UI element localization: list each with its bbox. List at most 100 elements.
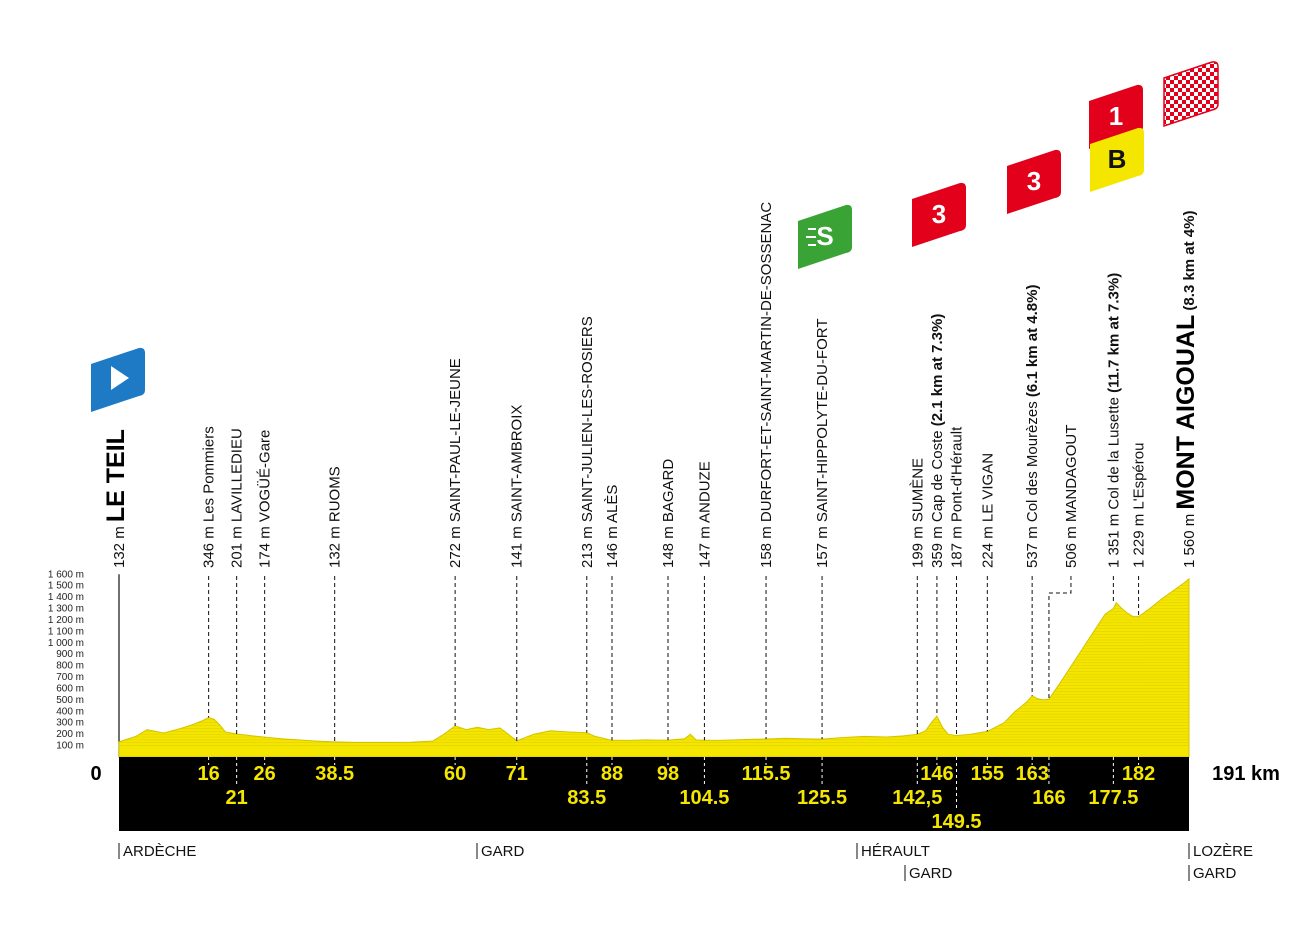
km-label: 115.5: [742, 763, 791, 785]
climb-category-marker-text: 3: [1027, 166, 1041, 196]
waypoint-name: LE VIGAN: [979, 453, 996, 522]
waypoint-name: SUMÈNE: [909, 458, 926, 522]
waypoint-altitude: 346 m: [201, 522, 218, 568]
finish-flag-marker: [1163, 61, 1219, 128]
waypoint-climb-stats: (6.1 km at 4.8%): [1024, 285, 1041, 402]
waypoint-label: 146 m ALÈS: [604, 485, 621, 568]
waypoint-label: 272 m SAINT-PAUL-LE-JEUNE: [447, 358, 464, 568]
climb-category-marker-shape: [912, 182, 966, 247]
sprint-marker-shape: [798, 204, 852, 269]
y-tick-label: 400 m: [56, 706, 84, 717]
km-label: 149.5: [931, 811, 981, 833]
department-label: GARD: [909, 865, 953, 882]
waypoint-name: ANDUZE: [696, 461, 713, 523]
waypoint-label: 359 m Cap de Coste (2.1 km at 7.3%): [929, 314, 946, 568]
y-tick-label: 1 100 m: [48, 626, 84, 637]
y-tick-label: 200 m: [56, 729, 84, 740]
y-tick-label: 1 200 m: [48, 615, 84, 626]
climb-category-marker-text: 1: [1109, 101, 1123, 131]
y-tick-label: 900 m: [56, 649, 84, 660]
waypoint-name: VOGÜÉ-Gare: [256, 430, 274, 523]
waypoint-name: RUOMS: [327, 466, 344, 522]
waypoint-label: 174 m VOGÜÉ-Gare: [256, 430, 274, 568]
km-band: 0 191 km: [90, 757, 1280, 831]
waypoint-altitude: 174 m: [257, 522, 274, 568]
waypoint-name: Les Pommiers: [201, 426, 218, 522]
start-triangle-icon: [111, 366, 129, 390]
waypoint-altitude: 359 m: [929, 522, 946, 568]
waypoint-label: 141 m SAINT-AMBROIX: [509, 405, 526, 568]
climb-category-marker: 3: [1007, 149, 1061, 214]
sprint-marker-text: S: [816, 221, 833, 251]
y-tick-label: 600 m: [56, 683, 84, 694]
km-label: 38.5: [315, 763, 354, 785]
waypoint-altitude: 1 229 m: [1131, 510, 1148, 568]
waypoint-name: Pont-d'Hérault: [949, 426, 966, 522]
speed-lines-icon: [806, 228, 816, 246]
y-tick-label: 1 500 m: [48, 581, 84, 592]
waypoint-label: 132 m RUOMS: [327, 466, 344, 568]
y-tick-label: 1 400 m: [48, 592, 84, 603]
y-tick-label: 500 m: [56, 695, 84, 706]
km-label: 166: [1032, 787, 1065, 809]
waypoint-altitude: 147 m: [696, 523, 713, 568]
end-km-label: 191 km: [1212, 763, 1280, 785]
finish-flag-marker-shape: [1163, 61, 1219, 128]
waypoint-name: LAVILLEDIEU: [229, 428, 246, 522]
elevation-profile: [118, 577, 1190, 758]
waypoint-altitude: 132 m: [327, 522, 344, 568]
waypoint-name: BAGARD: [660, 459, 677, 523]
km-label: 98: [657, 763, 679, 785]
waypoint-climb-stats: (11.7 km at 7.3%): [1105, 273, 1122, 397]
km-label: 21: [226, 787, 248, 809]
km-label: 177.5: [1088, 787, 1138, 809]
waypoint-altitude: 1 560 m: [1181, 510, 1198, 568]
waypoint-label: 158 m DURFORT-ET-SAINT-MARTIN-DE-SOSSENA…: [758, 202, 775, 568]
department-label: ARDÈCHE: [123, 843, 196, 860]
waypoint-label: 1 560 m MONT AIGOUAL (8.3 km at 4%): [1172, 211, 1200, 568]
waypoint-name: Cap de Coste: [929, 430, 946, 522]
waypoint-label: 1 229 m L'Espérou: [1131, 443, 1148, 568]
waypoint-climb-stats: (8.3 km at 4%): [1181, 211, 1198, 315]
climb-category-marker: 3: [912, 182, 966, 247]
waypoint-altitude: 158 m: [758, 522, 775, 568]
waypoint-name: LE TEIL: [102, 429, 130, 522]
waypoint-name: SAINT-HIPPOLYTE-DU-FORT: [814, 319, 831, 523]
y-tick-label: 700 m: [56, 672, 84, 683]
waypoint-altitude: 148 m: [660, 522, 677, 568]
waypoint-name: MANDAGOUT: [1063, 425, 1080, 523]
waypoint-altitude: 201 m: [229, 522, 246, 568]
route-markers: S 3 3 1 B: [91, 61, 1219, 412]
km-label: 104.5: [679, 787, 729, 809]
y-tick-label: 1 300 m: [48, 604, 84, 615]
waypoint-altitude: 213 m: [579, 522, 596, 568]
climb-category-marker-text: 3: [932, 199, 946, 229]
elevation-area: [118, 577, 1190, 758]
waypoint-name: SAINT-PAUL-LE-JEUNE: [447, 358, 464, 522]
bonus-marker-shape: [1090, 127, 1144, 192]
department-label: HÉRAULT: [861, 843, 930, 860]
waypoint-name: SAINT-JULIEN-LES-ROSIERS: [579, 316, 596, 522]
department-label: GARD: [1193, 865, 1237, 882]
waypoint-name: MONT AIGOUAL: [1172, 315, 1200, 510]
km-label: 88: [601, 763, 623, 785]
waypoint-label: 537 m Col des Mourèzes (6.1 km at 4.8%): [1024, 285, 1041, 568]
climb-category-marker-shape: [1007, 149, 1061, 214]
waypoint-name: ALÈS: [604, 485, 621, 523]
waypoint-label: 346 m Les Pommiers: [201, 426, 218, 568]
waypoint-name: SAINT-AMBROIX: [509, 405, 526, 523]
km-label: 146: [920, 763, 953, 785]
waypoint-altitude: 199 m: [909, 522, 926, 568]
waypoint-label: 213 m SAINT-JULIEN-LES-ROSIERS: [579, 316, 596, 568]
waypoint-climb-stats: (2.1 km at 7.3%): [929, 314, 946, 431]
y-tick-label: 800 m: [56, 661, 84, 672]
waypoint-label: 187 m Pont-d'Hérault: [949, 426, 966, 568]
waypoint-label: 1 351 m Col de la Lusette (11.7 km at 7.…: [1105, 273, 1122, 568]
waypoint-label: 201 m LAVILLEDIEU: [229, 428, 246, 568]
km-label: 16: [198, 763, 220, 785]
bonus-marker-text: B: [1108, 144, 1127, 174]
y-tick-label: 1 600 m: [48, 569, 84, 580]
waypoint-name: DURFORT-ET-SAINT-MARTIN-DE-SOSSENAC: [758, 202, 775, 522]
